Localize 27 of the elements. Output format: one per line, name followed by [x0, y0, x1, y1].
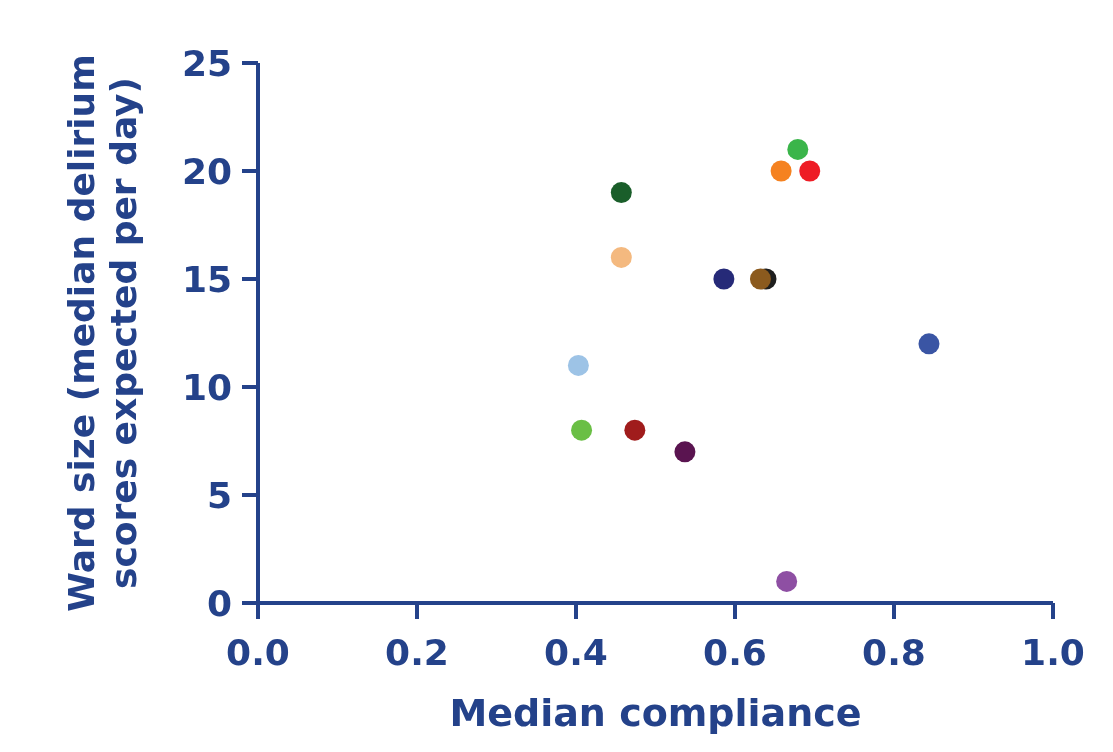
point [770, 160, 792, 182]
x-tick-label: 0.2 [385, 632, 449, 673]
y-tick-label: 0 [206, 582, 232, 624]
x-tick-label: 0.0 [226, 632, 290, 673]
x-tick-label: 1.0 [1021, 632, 1085, 673]
point [610, 246, 632, 268]
point [713, 268, 735, 290]
point [787, 138, 809, 160]
x-tick-label: 0.8 [862, 632, 926, 673]
point [624, 419, 646, 441]
y-tick-label: 20 [181, 150, 232, 192]
point [567, 354, 589, 376]
point [674, 441, 696, 463]
point [610, 182, 632, 204]
y-axis-title: Ward size (median delirium scores expected per day) [61, 54, 144, 612]
y-tick-label: 15 [181, 258, 232, 300]
point [571, 419, 593, 441]
y-tick-label: 25 [181, 42, 232, 84]
point [799, 160, 821, 182]
x-axis-title: Median compliance [449, 691, 862, 735]
y-tick-label: 5 [206, 474, 232, 516]
x-tick-label: 0.6 [703, 632, 767, 673]
point [918, 333, 940, 355]
point [776, 570, 798, 592]
x-tick-label: 0.4 [544, 632, 608, 673]
y-tick-label: 10 [181, 366, 232, 408]
point [749, 268, 771, 290]
